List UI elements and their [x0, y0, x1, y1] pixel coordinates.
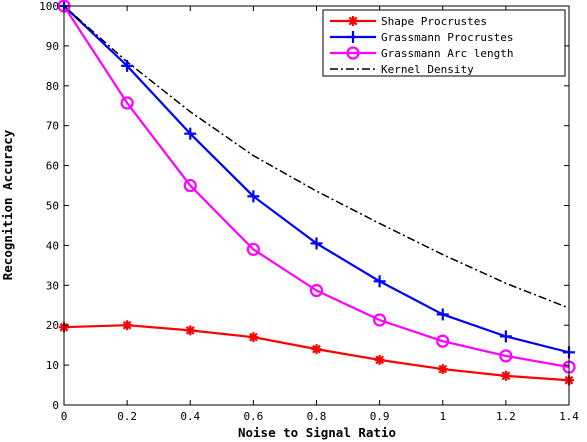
x-tick-label: 1.2	[496, 410, 516, 423]
y-tick-label: 70	[46, 120, 59, 133]
y-tick-label: 40	[46, 239, 59, 252]
data-point	[122, 320, 133, 331]
data-point	[373, 313, 387, 327]
x-tick-label: 0.6	[243, 410, 263, 423]
legend-label: Grassmann Arc length	[381, 47, 513, 60]
legend-label: Grassmann Procrustes	[381, 31, 513, 44]
y-tick-label: 80	[46, 80, 59, 93]
plot-content	[57, 0, 576, 386]
legend: Shape Procrustes Grassmann Procrustes Gras…	[322, 9, 566, 77]
x-tick-label: 1	[439, 410, 446, 423]
y-axis-ticks: 0 10 20 30 40 50 60 70 80 90 100	[39, 0, 569, 412]
y-tick-label: 0	[52, 399, 59, 412]
y-tick-label: 50	[46, 200, 59, 213]
x-tick-label: 1.4	[559, 410, 579, 423]
legend-entry: Grassmann Procrustes	[330, 31, 513, 44]
data-point	[183, 178, 197, 193]
data-point	[437, 364, 448, 375]
data-point	[121, 59, 134, 72]
x-tick-label: 0.9	[370, 410, 390, 423]
y-tick-label: 30	[46, 279, 59, 292]
series-line-3	[64, 6, 569, 369]
data-point	[500, 370, 511, 381]
x-axis-label: Noise to Signal Ratio	[238, 425, 396, 440]
series-line-4	[64, 6, 569, 309]
data-point	[309, 283, 324, 298]
y-tick-label: 60	[46, 160, 59, 173]
legend-label: Shape Procrustes	[381, 15, 487, 28]
y-tick-label: 10	[46, 359, 59, 372]
x-tick-label: 0.2	[117, 410, 137, 423]
x-tick-label: 0	[61, 410, 68, 423]
data-point	[499, 330, 512, 343]
data-point	[436, 308, 449, 321]
legend-label: Kernel Density	[381, 63, 474, 76]
data-point	[184, 127, 197, 140]
data-point	[120, 96, 134, 110]
data-point	[311, 344, 322, 355]
y-tick-label: 90	[46, 40, 59, 53]
y-tick-label: 100	[39, 0, 59, 13]
y-axis-label: Recognition Accuracy	[0, 129, 15, 280]
data-point	[247, 190, 260, 203]
y-tick-label: 20	[46, 319, 59, 332]
x-tick-label: 0.8	[307, 410, 327, 423]
data-point	[185, 325, 196, 336]
data-point	[246, 242, 260, 256]
data-point	[248, 332, 259, 343]
data-point	[348, 16, 358, 26]
legend-entry: Kernel Density	[330, 63, 474, 76]
x-axis-ticks: 0 0.2 0.4 0.6 0.8 0.9 1 1.2 1.4	[61, 6, 579, 423]
data-point	[374, 354, 385, 365]
data-point	[373, 275, 386, 288]
x-tick-label: 0.4	[180, 410, 200, 423]
data-point	[436, 334, 450, 348]
data-point	[499, 349, 513, 363]
legend-entry: Shape Procrustes	[330, 15, 487, 28]
data-point	[310, 237, 323, 250]
data-point	[347, 31, 359, 43]
legend-entry: Grassmann Arc length	[330, 46, 513, 60]
data-point	[346, 46, 360, 60]
